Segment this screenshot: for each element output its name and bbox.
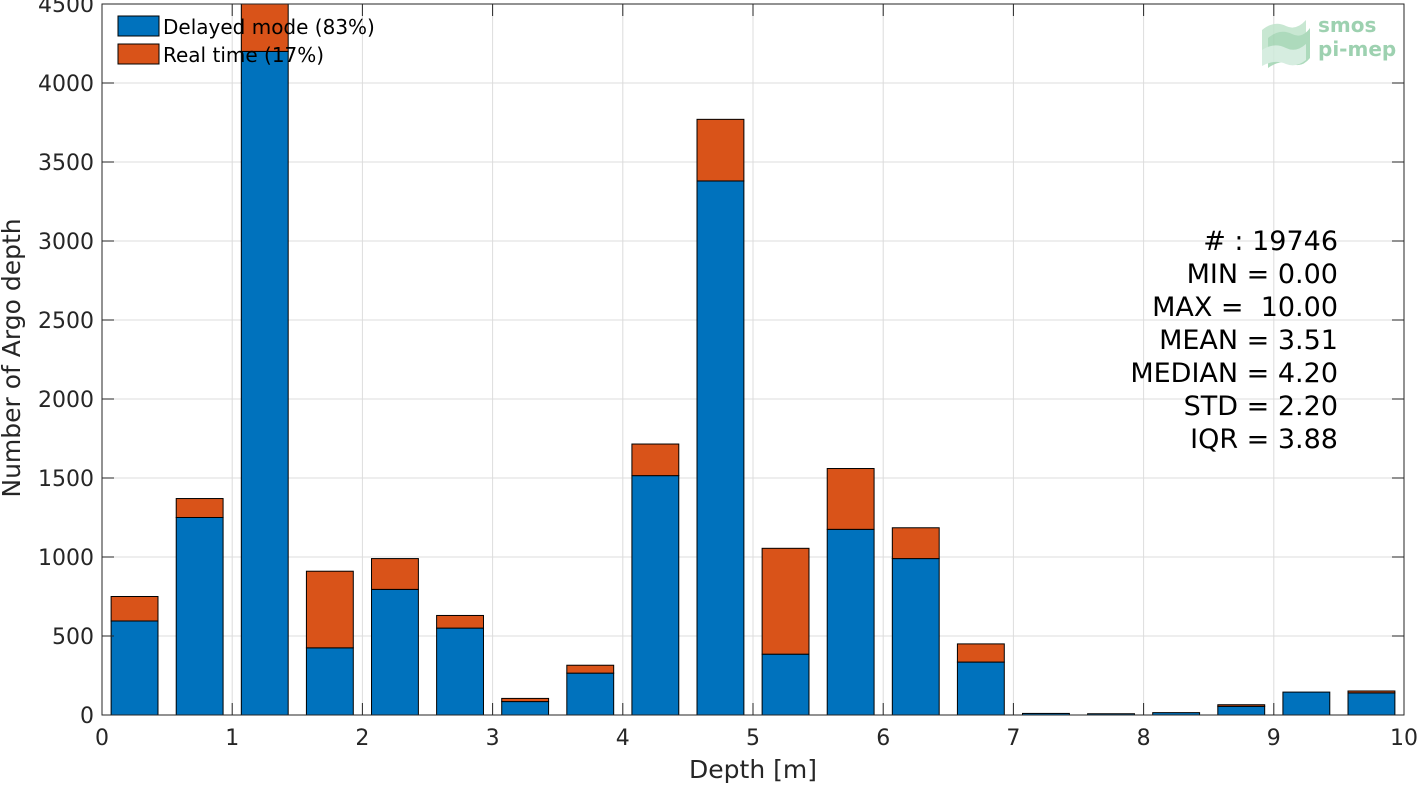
bar-real-time xyxy=(566,664,615,674)
y-tick-label: 4500 xyxy=(38,0,94,18)
bar-delayed-mode xyxy=(240,50,289,716)
legend-label-delayed: Delayed mode (83%) xyxy=(163,15,375,39)
x-tick-label: 7 xyxy=(1006,726,1020,751)
bar-delayed-mode xyxy=(1217,705,1266,716)
y-tick-labels: 0 500 1000 1500 2000 2500 3000 3500 4000 4500 xyxy=(38,0,94,729)
x-tick-label: 10 xyxy=(1390,726,1418,751)
bar-delayed-mode xyxy=(305,647,354,716)
bar-real-time xyxy=(436,614,484,629)
y-tick-label: 1000 xyxy=(38,546,94,571)
legend-label-realtime: Real time (17%) xyxy=(163,43,324,67)
bar-real-time xyxy=(631,443,680,477)
legend: Delayed mode (83%) Real time (17%) xyxy=(117,15,375,67)
x-tick-label: 0 xyxy=(95,726,109,751)
y-tick-label: 0 xyxy=(80,704,94,729)
y-tick-label: 1500 xyxy=(38,467,94,492)
y-tick-label: 3500 xyxy=(38,151,94,176)
y-tick-label: 3000 xyxy=(38,230,94,255)
bar-real-time xyxy=(175,498,224,519)
x-tick-label: 8 xyxy=(1137,726,1151,751)
bar-real-time xyxy=(371,558,419,590)
bar-delayed-mode xyxy=(696,180,745,716)
bar-real-time xyxy=(240,3,289,52)
bar-real-time xyxy=(891,527,940,560)
x-axis-label: Depth [m] xyxy=(689,755,817,784)
bar-real-time xyxy=(761,547,810,655)
y-tick-label: 4000 xyxy=(38,72,94,97)
bar-delayed-mode xyxy=(501,701,550,716)
bar-real-time xyxy=(826,468,875,530)
bar-delayed-mode xyxy=(110,620,159,716)
y-tick-label: 500 xyxy=(52,625,94,650)
stats-max: MAX = 10.00 xyxy=(1152,292,1338,323)
legend-swatch-delayed xyxy=(117,15,160,37)
smos-pimep-logo: smos pi-mep xyxy=(1262,13,1396,68)
x-tick-labels: 0 1 2 3 4 5 6 7 8 9 10 xyxy=(95,726,1418,751)
x-tick-label: 5 xyxy=(746,726,760,751)
x-tick-label: 3 xyxy=(486,726,500,751)
axis-ticks xyxy=(101,3,1405,716)
bar-delayed-mode xyxy=(956,661,1005,716)
y-axis-label: Number of Argo depth xyxy=(0,218,26,497)
x-tick-label: 1 xyxy=(225,726,239,751)
logo-line1: smos xyxy=(1318,13,1376,37)
logo-line2: pi-mep xyxy=(1318,37,1396,61)
bar-delayed-mode xyxy=(1347,692,1396,716)
bar-delayed-mode xyxy=(566,672,615,716)
bar-real-time xyxy=(110,596,159,622)
stats-min: MIN = 0.00 xyxy=(1187,259,1338,290)
bar-real-time xyxy=(1217,704,1266,707)
x-tick-label: 2 xyxy=(355,726,369,751)
x-tick-label: 6 xyxy=(876,726,890,751)
bar-real-time xyxy=(696,118,745,182)
bar-delayed-mode xyxy=(891,558,940,716)
bar-delayed-mode xyxy=(826,528,875,716)
bar-delayed-mode xyxy=(1282,691,1331,716)
x-tick-label: 4 xyxy=(616,726,630,751)
stats-annotation: # : 19746 MIN = 0.00 MAX = 10.00 MEAN = … xyxy=(1130,226,1338,455)
stats-median: MEDIAN = 4.20 xyxy=(1130,358,1338,389)
bar-delayed-mode xyxy=(175,517,224,716)
stats-iqr: IQR = 3.88 xyxy=(1190,424,1338,455)
stats-count: # : 19746 xyxy=(1203,226,1338,257)
bar-real-time xyxy=(1347,690,1396,694)
legend-swatch-realtime xyxy=(117,43,160,65)
bar-delayed-mode xyxy=(436,627,484,716)
x-tick-label: 9 xyxy=(1267,726,1281,751)
bar-real-time xyxy=(501,697,550,703)
bar-delayed-mode xyxy=(761,653,810,716)
y-tick-label: 2000 xyxy=(38,388,94,413)
bar-real-time xyxy=(956,643,1005,663)
bar-delayed-mode xyxy=(371,588,419,716)
stats-mean: MEAN = 3.51 xyxy=(1159,325,1338,356)
bar-delayed-mode xyxy=(631,475,680,716)
stats-std: STD = 2.20 xyxy=(1184,391,1338,422)
y-tick-label: 2500 xyxy=(38,309,94,334)
bar-real-time xyxy=(305,570,354,649)
logo-waves-icon xyxy=(1262,20,1310,68)
